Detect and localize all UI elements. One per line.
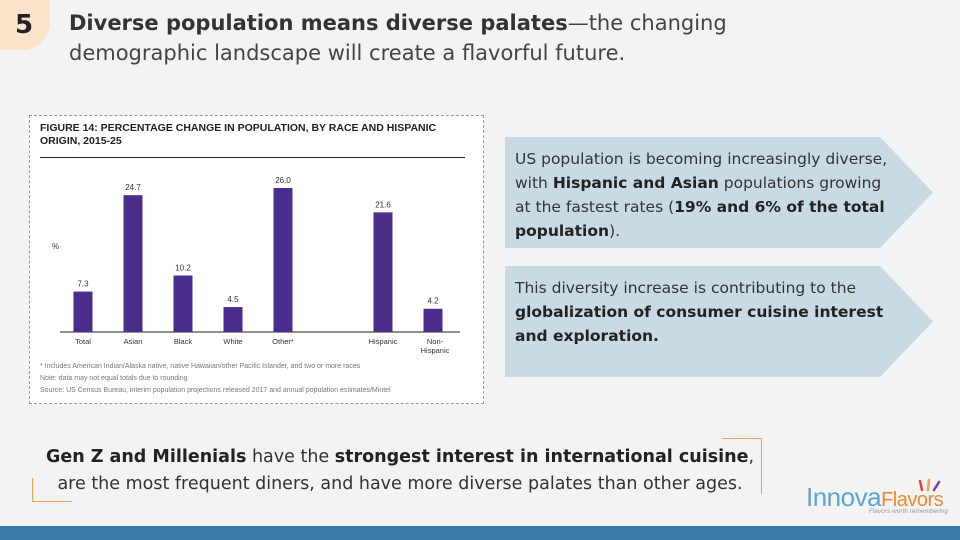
- insight-bold-a: Gen Z and Millenials: [45, 447, 247, 467]
- figure-footnote-2: Note: data may not equal totals due to r…: [40, 375, 188, 382]
- frame-corner-top-right: [722, 438, 762, 494]
- footer-bar: [0, 526, 960, 540]
- category-label: Non-: [427, 337, 444, 346]
- callout-1-bold-b: 19% and 6% of the total population: [515, 198, 885, 240]
- bar-chart: % 7.3 Total 24.7 Asian 10.2 Black 4.5 White 26.0 O…: [52, 176, 460, 355]
- category-label: White: [223, 337, 242, 346]
- category-label: Total: [75, 337, 91, 346]
- callout-1-bold-a: Hispanic and Asian: [552, 174, 719, 192]
- logo-leaf-icon: [918, 478, 941, 492]
- bar-value-label: 26.0: [275, 176, 291, 185]
- bar-asian: [123, 195, 143, 332]
- insight-text-a: have the: [246, 447, 335, 467]
- bar-value-label: 24.7: [125, 183, 141, 192]
- callout-globalization-text: This diversity increase is contributing …: [515, 276, 900, 348]
- bar-black: [173, 275, 193, 332]
- callout-1-text-b: populations growing at the fastest rates…: [515, 174, 882, 216]
- bar-other-: [273, 188, 293, 332]
- category-label: Asian: [124, 337, 143, 346]
- callout-arrow-shape: [505, 266, 933, 377]
- category-label: Hispanic: [421, 346, 450, 355]
- headline-bold: Diverse population means diverse palates: [69, 11, 568, 35]
- callout-1-text-c: ).: [609, 222, 621, 240]
- insight-text-b: , are the most frequent diners, and have…: [57, 447, 755, 494]
- callout-globalization: This diversity increase is contributing …: [505, 266, 935, 377]
- figure-title: FIGURE 14: PERCENTAGE CHANGE IN POPULATI…: [40, 122, 437, 147]
- generation-insight: Gen Z and Millenials have the strongest …: [35, 444, 765, 498]
- callout-arrow-shape: [505, 137, 933, 248]
- bar-value-label: 4.5: [227, 295, 239, 304]
- callout-2-text-a: This diversity increase is contributing …: [515, 279, 857, 297]
- category-label: Black: [174, 337, 193, 346]
- callout-population-text: US population is becoming increasingly d…: [515, 147, 900, 243]
- logo-innova: Innova: [806, 482, 882, 512]
- callout-1-text-a: US population is becoming increasingly d…: [515, 150, 888, 192]
- category-label: Other*: [272, 337, 294, 346]
- bar-value-label: 4.2: [427, 297, 439, 306]
- bar-total: [73, 291, 93, 332]
- figure-title-rule: [40, 157, 465, 158]
- bar-hispanic: [373, 212, 393, 332]
- innova-flavors-logo: InnovaFlavors Flavors worth remembering: [806, 478, 952, 520]
- bar-value-label: 7.3: [77, 280, 89, 289]
- figure-footnote-3: Source: US Census Bureau, interim popula…: [40, 387, 391, 394]
- slide-number-badge: 5: [0, 0, 50, 50]
- bar-value-label: 10.2: [175, 264, 191, 273]
- insight-bold-b: strongest interest in international cuis…: [334, 447, 749, 467]
- callout-2-bold-a: globalization of consumer cuisine intere…: [515, 303, 884, 345]
- y-axis-label: %: [52, 242, 59, 251]
- category-label: Hispanic: [369, 337, 398, 346]
- bar-value-label: 21.6: [375, 200, 391, 209]
- figure-box: FIGURE 14: PERCENTAGE CHANGE IN POPULATI…: [29, 115, 484, 404]
- bar-non-hispanic: [423, 308, 443, 332]
- logo-flavors: Flavors: [881, 489, 944, 511]
- headline-rest: —the changing demographic landscape will…: [69, 11, 727, 65]
- slide-number: 5: [14, 10, 34, 40]
- callout-population: US population is becoming increasingly d…: [505, 137, 935, 248]
- figure-footnote-1: * Includes American Indian/Alaska native…: [40, 363, 361, 370]
- logo-wordmark: InnovaFlavors: [806, 482, 944, 513]
- frame-corner-bottom-left: [32, 478, 72, 502]
- headline: Diverse population means diverse palates…: [69, 8, 869, 68]
- logo-tagline: Flavors worth remembering: [868, 508, 948, 515]
- bar-white: [223, 307, 243, 332]
